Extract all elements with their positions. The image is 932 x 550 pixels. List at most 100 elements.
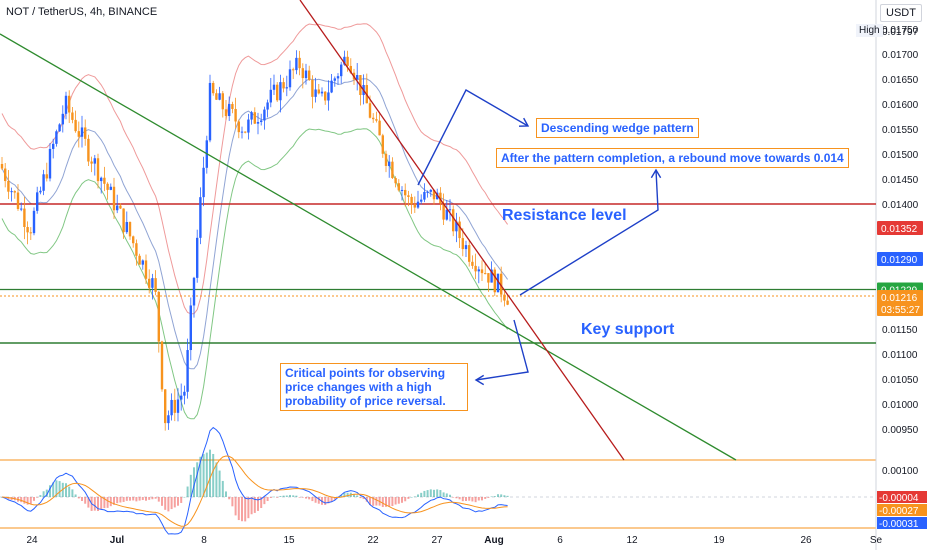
time-tick-4: 22 [367,535,379,546]
macd-hist-bar [196,462,199,497]
candle-body [487,273,490,283]
macd-hist-bar [295,495,298,497]
macd-hist-bar [237,497,240,521]
macd-hist-bar [20,497,23,503]
candle-body [247,119,250,133]
candle-body [141,260,144,265]
resistance-label: Resistance level [502,207,627,224]
critical-points-annotation[interactable]: Critical points for observing price chan… [280,363,468,411]
price-tag-bg-0 [877,221,923,235]
macd-hist-bar [343,492,346,497]
candle-body [176,399,180,413]
candle-body [0,164,4,169]
macd-tag-bg-2 [877,517,927,529]
macd-hist-bar [417,494,419,497]
macd-hist-bar [407,497,410,499]
price-tag-3: 0.01216 [881,293,918,304]
price-tick-11: 0.01000 [882,400,919,411]
candle-body [324,91,327,101]
price-tag-bg-4 [877,302,923,316]
candle-body [400,189,404,191]
macd-hist-bar [135,497,138,502]
candle-body [490,269,493,283]
macd-hist-bar [97,497,99,512]
candle-body [423,191,426,200]
candle-body [439,192,442,204]
macd-hist-bar [423,490,426,497]
macd-hist-bar [452,497,455,498]
macd-hist-bar [170,497,173,510]
candle-body [461,238,464,250]
wedge-annotation[interactable]: Descending wedge pattern [536,118,699,138]
candle-body [240,131,244,133]
macd-hist-bar [221,480,224,497]
macd-hist-bar [333,497,336,500]
candle-body [480,269,484,274]
candle-body [464,245,468,250]
candle-body [122,208,125,233]
macd-hist-bar [381,497,384,508]
candle-body [103,177,106,184]
macd-hist-bar [449,494,451,497]
candle-body [468,245,471,262]
time-tick-1: Jul [110,535,125,546]
macd-hist-bar [273,496,275,498]
macd-hist-bar [68,486,71,497]
macd-tag-2: -0.00031 [879,519,919,530]
currency-selector[interactable]: USDT [880,4,922,22]
candle-body [272,84,276,90]
candle-body [442,203,445,220]
time-tick-0: 24 [26,535,38,546]
macd-hist-bar [244,497,247,522]
candle-body [263,109,266,121]
candle-body [231,104,234,109]
candle-body [234,108,237,122]
price-tag-bg-1 [877,252,923,266]
candle-body [503,294,506,301]
rebound-annotation[interactable]: After the pattern completion, a rebound … [496,148,849,168]
macd-hist-bar [503,495,506,497]
macd-line [1,426,508,535]
macd-pane [0,426,876,535]
macd-hist-bar [26,497,29,505]
candle-body [320,91,324,94]
macd-hist-bar [461,497,464,502]
candle-body [186,350,189,392]
macd-hist-bar [474,497,477,503]
candle-body [55,131,58,144]
price-tick-3: 0.01600 [882,100,919,111]
macd-hist-bar [260,497,263,509]
horizontal-levels [0,203,876,344]
time-tick-8: 12 [626,535,638,546]
trend-lines [0,0,737,461]
candle-body [87,138,90,162]
rebound-arrow [519,169,659,296]
candle-body [301,68,304,79]
grid-lines [0,0,877,550]
candle-body [10,191,13,193]
candle-body [151,278,154,288]
macd-hist-bar [497,494,499,497]
macd-hist-bar [353,493,355,497]
macd-hist-bar [506,495,509,497]
candle-body [138,255,141,265]
candle-body [391,161,394,179]
candle-body [45,174,48,179]
macd-hist-bar [375,497,378,506]
price-tick-1: 0.01700 [882,50,919,61]
candle-body [375,119,378,121]
macd-hist-bar [228,497,231,500]
candlesticks [0,50,509,431]
macd-hist-bar [410,496,413,498]
macd-hist-bar [42,491,45,497]
candle-body [407,195,410,197]
symbol-title: NOT / TetherUS, 4h, BINANCE [6,6,158,18]
candle-body [266,102,269,110]
candle-body [112,186,116,211]
candle-body [196,237,199,278]
macd-hist-bar [49,485,51,497]
candle-body [39,190,42,193]
macd-hist-bar [250,497,253,515]
candle-body [432,189,436,200]
